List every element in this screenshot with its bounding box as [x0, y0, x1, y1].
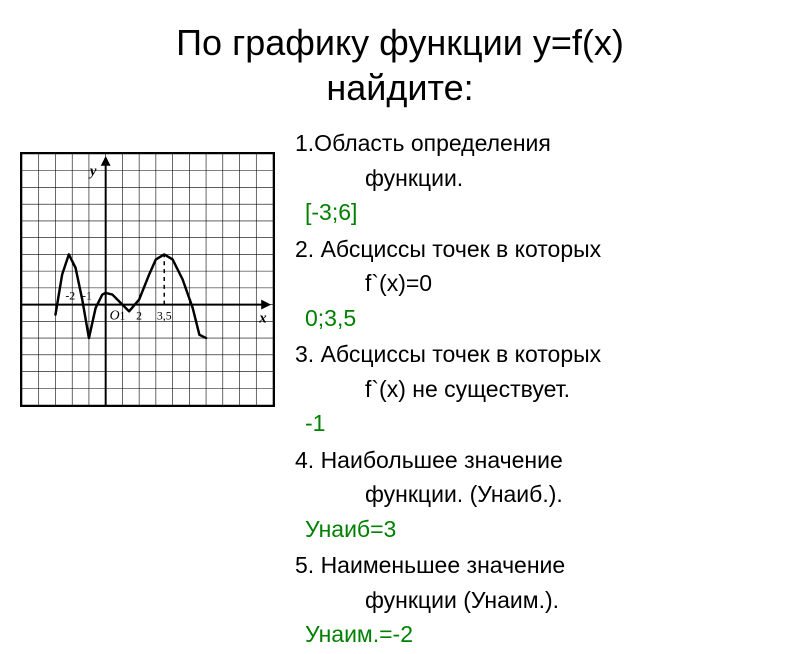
svg-text:x: x [258, 310, 267, 326]
function-graph: y x O -2 -1 12 3,5 [20, 152, 275, 407]
question-2: 2. Абсциссы точек в которых f`(x)=0 [295, 232, 780, 301]
q1-text-cont: функции. [295, 161, 780, 196]
question-3: 3. Абсциссы точек в которых f`(x) не сущ… [295, 337, 780, 406]
title-line-2: найдите: [326, 67, 473, 108]
svg-text:y: y [88, 164, 97, 180]
q2-text: 2. Абсциссы точек в которых [295, 236, 601, 262]
svg-text:2: 2 [136, 308, 142, 322]
q2-text-cont: f`(x)=0 [295, 266, 780, 301]
svg-text:-1: -1 [82, 289, 92, 303]
content-row: y x O -2 -1 12 3,5 1.Область определения функц… [0, 122, 800, 654]
q4-text-cont: функции. (Унаиб.). [295, 477, 780, 512]
q5-text: 5. Наименьшее значение [295, 552, 565, 578]
q4-text: 4. Наибольшее значение [295, 447, 563, 473]
answer-5: Унаим.=-2 [305, 617, 780, 652]
answer-3: -1 [305, 406, 780, 441]
svg-text:O: O [110, 307, 120, 322]
q3-text-cont: f`(x) не существует. [295, 372, 780, 407]
title-line-1: По графику функции у=f(x) [176, 22, 624, 63]
question-5: 5. Наименьшее значение функции (Унаим.). [295, 548, 780, 617]
answer-2: 0;3,5 [305, 301, 780, 336]
svg-text:-2: -2 [65, 289, 75, 303]
question-list: 1.Область определения функции. [-3;6] 2.… [295, 122, 780, 654]
q1-text: 1.Область определения [295, 130, 551, 156]
answer-4: Унаиб=3 [305, 512, 780, 547]
svg-text:3,5: 3,5 [157, 308, 172, 322]
chart-container: y x O -2 -1 12 3,5 [20, 122, 275, 654]
question-1: 1.Область определения функции. [295, 126, 780, 195]
q3-text: 3. Абсциссы точек в которых [295, 341, 601, 367]
answer-1: [-3;6] [305, 195, 780, 230]
page-title: По графику функции у=f(x) найдите: [0, 0, 800, 122]
question-4: 4. Наибольшее значение функции. (Унаиб.)… [295, 443, 780, 512]
svg-text:1: 1 [119, 308, 125, 322]
